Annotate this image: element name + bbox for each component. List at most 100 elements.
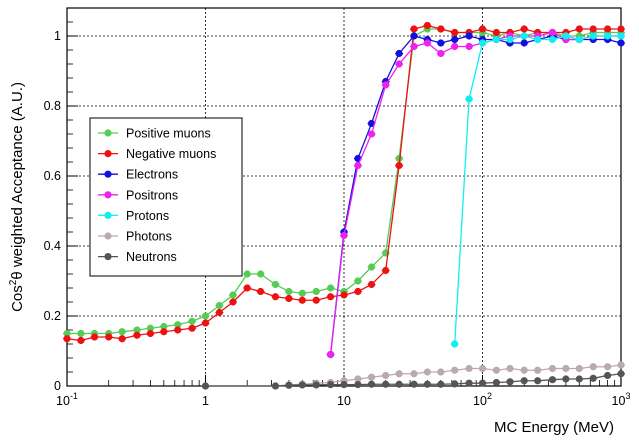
legend-marker bbox=[104, 191, 112, 199]
data-point bbox=[354, 277, 362, 285]
x-tick-label: 10 bbox=[337, 394, 351, 408]
data-point bbox=[478, 364, 487, 373]
data-point bbox=[437, 25, 445, 33]
data-point bbox=[506, 378, 514, 386]
data-point bbox=[367, 280, 376, 289]
data-point bbox=[298, 296, 306, 304]
data-point bbox=[382, 380, 390, 388]
data-point bbox=[603, 363, 612, 371]
y-tick-label: 0.8 bbox=[44, 99, 61, 113]
x-axis-title: MC Energy (MeV) bbox=[494, 419, 614, 436]
data-point bbox=[312, 381, 320, 389]
data-point bbox=[77, 336, 85, 345]
data-point bbox=[160, 328, 168, 336]
data-point bbox=[326, 293, 335, 301]
data-point bbox=[367, 380, 376, 388]
data-point bbox=[395, 370, 403, 378]
x-tick-label-exponent: 2 bbox=[487, 391, 492, 401]
data-point bbox=[410, 25, 418, 33]
data-point bbox=[395, 60, 403, 68]
data-point bbox=[465, 42, 473, 51]
data-point bbox=[354, 161, 362, 170]
legend-entry: Neutrons bbox=[126, 250, 177, 264]
data-point bbox=[229, 298, 237, 306]
data-point bbox=[520, 32, 528, 40]
series bbox=[450, 32, 625, 348]
data-point bbox=[617, 39, 625, 47]
data-point bbox=[451, 28, 459, 37]
y-tick-label: 0.4 bbox=[44, 239, 61, 253]
data-point bbox=[174, 326, 182, 334]
data-point bbox=[465, 379, 473, 387]
data-point bbox=[146, 329, 154, 338]
data-point bbox=[589, 363, 597, 371]
data-point bbox=[520, 377, 528, 385]
data-point bbox=[575, 25, 583, 33]
y-axis-title-suffix: θ weighted Acceptance (A.U.) bbox=[9, 82, 26, 280]
data-point bbox=[382, 371, 390, 380]
data-point bbox=[506, 364, 514, 373]
data-point bbox=[451, 340, 459, 348]
legend-marker bbox=[104, 211, 112, 219]
data-point bbox=[133, 326, 141, 334]
data-point bbox=[90, 333, 99, 341]
data-point bbox=[382, 81, 390, 89]
data-point bbox=[465, 32, 473, 40]
data-point bbox=[562, 375, 570, 383]
x-tick-label: 1 bbox=[202, 394, 209, 408]
data-point bbox=[589, 32, 597, 40]
data-point bbox=[534, 377, 542, 385]
data-point bbox=[395, 154, 403, 163]
data-point bbox=[188, 324, 196, 332]
data-point bbox=[271, 382, 280, 390]
data-point bbox=[548, 28, 557, 37]
data-point bbox=[478, 379, 487, 387]
legend-entry: Negative muons bbox=[126, 147, 216, 161]
data-point bbox=[174, 321, 182, 329]
y-tick-label: 0 bbox=[54, 379, 61, 393]
data-point bbox=[410, 42, 418, 51]
data-point bbox=[437, 380, 445, 388]
x-tick-label-base: 10 bbox=[473, 394, 487, 408]
data-point bbox=[603, 32, 612, 40]
legend-box bbox=[89, 117, 243, 277]
data-point bbox=[492, 366, 501, 374]
data-point bbox=[201, 382, 210, 390]
data-point bbox=[437, 39, 445, 47]
data-point bbox=[534, 35, 542, 44]
data-point bbox=[410, 380, 418, 388]
data-point bbox=[562, 364, 570, 373]
legend-marker bbox=[104, 150, 112, 158]
data-point bbox=[575, 375, 583, 383]
data-point bbox=[146, 324, 154, 332]
data-point bbox=[326, 350, 335, 359]
data-point bbox=[451, 366, 459, 374]
data-point bbox=[257, 270, 265, 278]
legend-entry: Photons bbox=[126, 230, 172, 244]
data-point bbox=[160, 322, 168, 331]
data-point bbox=[63, 329, 71, 338]
data-point bbox=[423, 380, 431, 388]
data-point bbox=[298, 289, 306, 297]
data-point bbox=[201, 319, 210, 327]
data-point bbox=[395, 380, 403, 388]
data-point bbox=[105, 333, 113, 341]
data-point bbox=[285, 381, 293, 389]
data-point bbox=[506, 35, 514, 44]
legend-marker bbox=[104, 170, 112, 178]
series-layer bbox=[63, 21, 625, 390]
legend-entry: Electrons bbox=[126, 168, 178, 182]
data-point bbox=[617, 32, 625, 40]
data-point bbox=[410, 32, 418, 40]
data-point bbox=[451, 42, 459, 51]
x-tick-label-base: 10 bbox=[337, 394, 351, 408]
data-point bbox=[63, 335, 71, 343]
data-point bbox=[451, 35, 459, 44]
data-point bbox=[617, 25, 625, 33]
data-point bbox=[575, 35, 583, 44]
data-point bbox=[575, 364, 583, 373]
x-tick-label-exponent: -1 bbox=[70, 391, 78, 401]
data-point bbox=[215, 301, 224, 310]
